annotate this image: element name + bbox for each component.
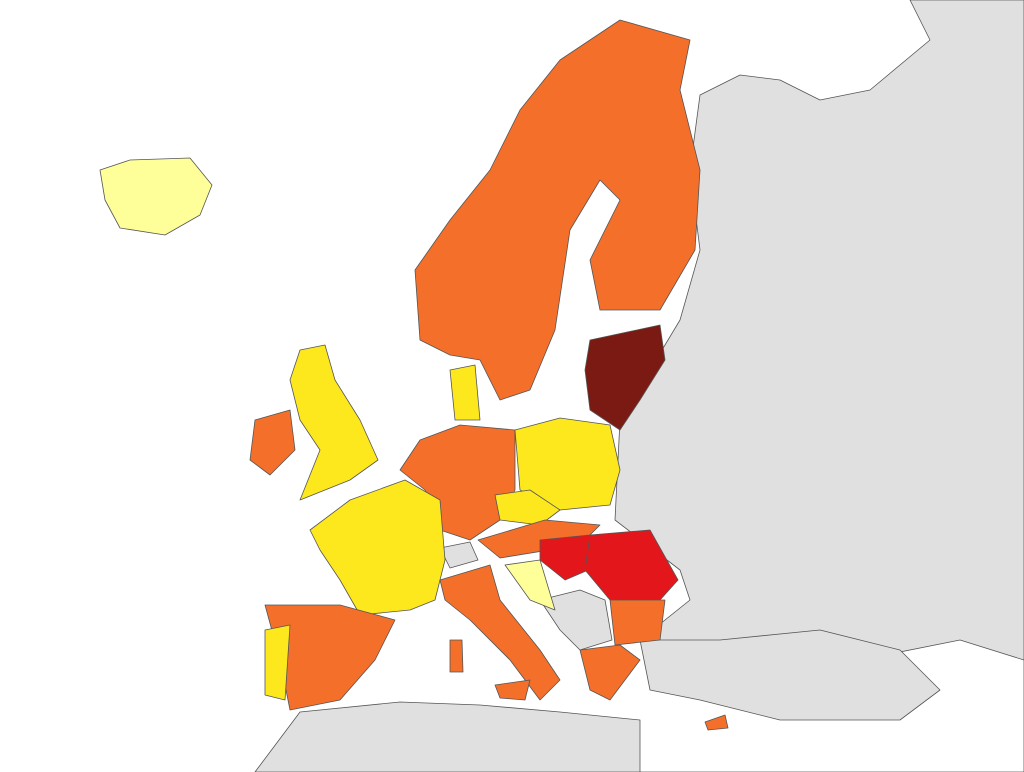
land-balkans bbox=[539, 589, 613, 651]
region-ireland bbox=[249, 409, 296, 476]
region-baltics bbox=[584, 324, 666, 431]
region-france bbox=[309, 479, 446, 616]
region-greece bbox=[579, 644, 641, 701]
region-italy bbox=[439, 564, 561, 701]
region-denmark bbox=[449, 364, 481, 421]
region-sicily bbox=[494, 679, 531, 701]
region-sardinia bbox=[449, 639, 464, 673]
region-croatia bbox=[504, 559, 556, 611]
region-iceland bbox=[99, 157, 213, 236]
region-scandinavia bbox=[414, 19, 701, 401]
region-czechia bbox=[494, 489, 561, 526]
region-uk bbox=[289, 344, 379, 501]
land-turkey bbox=[639, 629, 941, 721]
land-switzerland bbox=[439, 541, 479, 569]
region-portugal bbox=[264, 624, 291, 701]
region-cyprus bbox=[704, 714, 729, 731]
region-bulgaria bbox=[609, 599, 666, 646]
